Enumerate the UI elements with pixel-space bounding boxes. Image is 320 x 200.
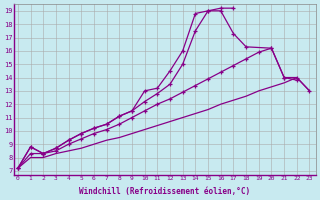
X-axis label: Windchill (Refroidissement éolien,°C): Windchill (Refroidissement éolien,°C): [79, 187, 251, 196]
